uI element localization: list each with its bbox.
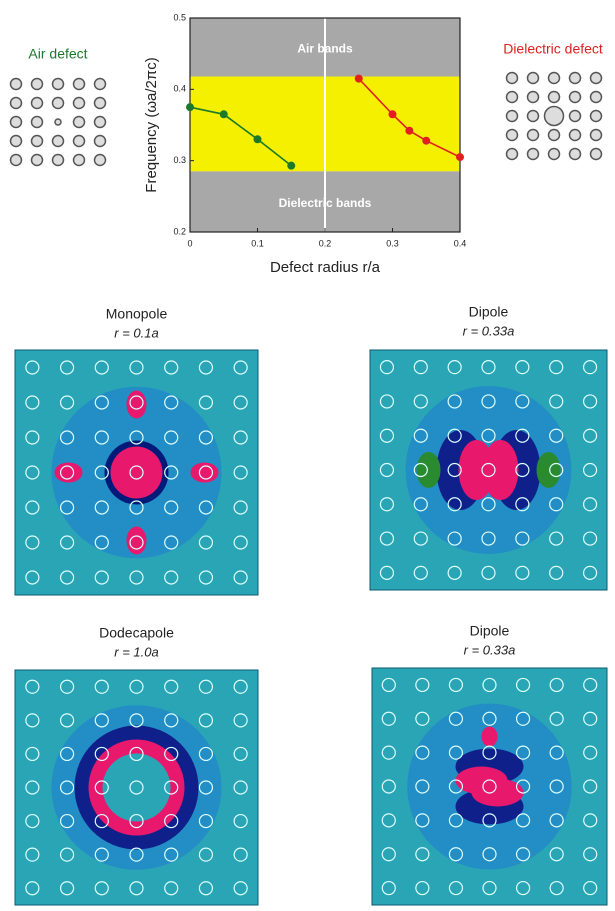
band-annotation: Air bands xyxy=(297,41,353,55)
lattice-rod xyxy=(507,92,518,103)
field-lobe xyxy=(103,754,171,822)
data-point xyxy=(422,137,430,145)
panel-title: Dodecapole xyxy=(99,625,174,641)
lattice-rod xyxy=(591,73,602,84)
panel-subtitle: r = 1.0a xyxy=(114,644,158,659)
lattice-rod xyxy=(74,117,85,128)
lattice-rod xyxy=(53,155,64,166)
lattice-rod xyxy=(11,117,22,128)
legend-label: Dielectric defect xyxy=(503,41,603,57)
field-lobe xyxy=(472,779,524,807)
panel-title: Monopole xyxy=(106,306,168,322)
lattice-rod xyxy=(549,149,560,160)
lattice-rod xyxy=(570,92,581,103)
field-lobe xyxy=(127,527,147,555)
lattice-rod xyxy=(570,111,581,122)
y-tick-label: 0.4 xyxy=(173,84,186,94)
band-annotation: Dielectric bands xyxy=(279,196,372,210)
lattice-rod xyxy=(549,130,560,141)
data-point xyxy=(287,162,295,170)
lattice-rod xyxy=(11,79,22,90)
lattice-rod xyxy=(11,136,22,147)
legend-label: Air defect xyxy=(28,46,87,62)
data-point xyxy=(254,135,262,143)
lattice-rod xyxy=(570,149,581,160)
lattice-rod xyxy=(591,130,602,141)
lattice-rod xyxy=(528,73,539,84)
field-lobe xyxy=(482,727,498,747)
field-lobe xyxy=(127,391,147,419)
lattice-rod xyxy=(591,111,602,122)
lattice-rod xyxy=(591,92,602,103)
panel-subtitle: r = 0.1a xyxy=(114,325,158,340)
x-tick-label: 0 xyxy=(187,238,192,248)
lattice-rod xyxy=(11,155,22,166)
field-lobe xyxy=(483,440,519,500)
lattice-rod xyxy=(528,149,539,160)
panel-subtitle: r = 0.33a xyxy=(463,323,515,338)
lattice-rod xyxy=(74,98,85,109)
panel-title: Dipole xyxy=(469,304,509,320)
field-lobe xyxy=(537,452,561,488)
lattice-rod xyxy=(549,92,560,103)
x-tick-label: 0.4 xyxy=(454,238,467,248)
lattice-rod xyxy=(95,79,106,90)
lattice-rod xyxy=(32,117,43,128)
lattice-rod xyxy=(528,111,539,122)
lattice-rod xyxy=(74,155,85,166)
lattice-rod xyxy=(32,79,43,90)
y-tick-label: 0.3 xyxy=(173,155,186,165)
panel-subtitle: r = 0.33a xyxy=(464,642,516,657)
lattice-rod xyxy=(570,73,581,84)
lattice-rod xyxy=(507,130,518,141)
figure: Air bands Dielectric bands 0 0.1 0.2 0.3 0.4 0.… xyxy=(0,0,615,911)
y-axis-label: Frequency (ωa/2πc) xyxy=(143,57,160,192)
data-point xyxy=(456,153,464,161)
lattice-rod xyxy=(549,73,560,84)
x-tick-label: 0.1 xyxy=(251,238,264,248)
y-tick-label: 0.5 xyxy=(173,12,186,22)
data-point xyxy=(355,75,363,83)
lattice-rod xyxy=(32,98,43,109)
lattice-rod xyxy=(507,111,518,122)
x-axis-label: Defect radius r/a xyxy=(270,259,381,276)
field-lobe xyxy=(111,447,163,499)
panel-title: Dipole xyxy=(470,623,510,639)
lattice-rod xyxy=(507,73,518,84)
lattice-rod xyxy=(11,98,22,109)
lattice-rod xyxy=(95,117,106,128)
lattice-rod xyxy=(53,98,64,109)
data-point xyxy=(220,110,228,118)
lattice-rod xyxy=(570,130,581,141)
field-lobe xyxy=(55,463,83,483)
lattice-rod xyxy=(55,119,61,125)
lattice-rod xyxy=(32,136,43,147)
lattice-rod xyxy=(95,98,106,109)
data-point xyxy=(405,127,413,135)
lattice-rod xyxy=(74,136,85,147)
lattice-rod xyxy=(528,92,539,103)
field-lobe xyxy=(417,452,441,488)
x-tick-label: 0.3 xyxy=(386,238,399,248)
y-tick-label: 0.2 xyxy=(173,226,186,236)
lattice-rod xyxy=(74,79,85,90)
x-tick-label: 0.2 xyxy=(319,238,332,248)
lattice-rod xyxy=(32,155,43,166)
lattice-rod xyxy=(528,130,539,141)
lattice-rod xyxy=(53,79,64,90)
field-lobe xyxy=(191,463,219,483)
lattice-rod xyxy=(545,107,564,126)
lattice-rod xyxy=(95,155,106,166)
lattice-rod xyxy=(507,149,518,160)
lattice-rod xyxy=(53,136,64,147)
data-point xyxy=(389,110,397,118)
lattice-rod xyxy=(591,149,602,160)
data-point xyxy=(186,103,194,111)
lattice-rod xyxy=(95,136,106,147)
